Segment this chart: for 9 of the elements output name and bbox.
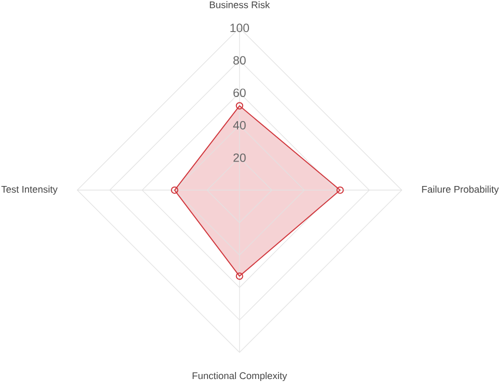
y-tick-label: 80: [233, 56, 246, 64]
y-tick-label: 40: [233, 120, 246, 130]
spoke-label: Functional Complexity: [192, 372, 288, 381]
y-tick-label: 60: [233, 88, 246, 97]
spoke-label: Failure Probability: [422, 186, 499, 195]
y-tick-label: 100: [230, 24, 250, 32]
spoke-label: Business Risk: [210, 1, 270, 8]
spoke-label: Test Intensity: [1, 186, 58, 195]
y-tick-label: 20: [233, 153, 246, 162]
